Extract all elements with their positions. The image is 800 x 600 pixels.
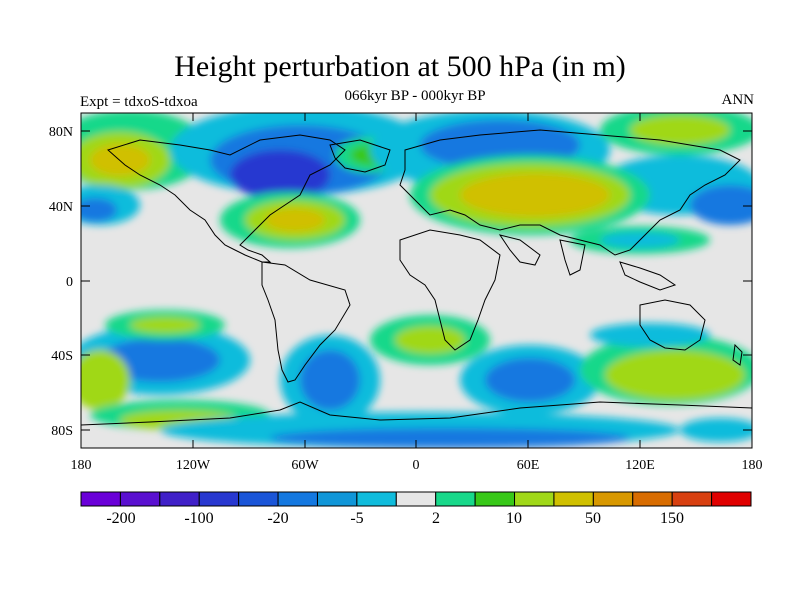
colorbar-swatch	[198, 491, 240, 507]
colorbar-label: 10	[506, 510, 522, 527]
lat-tick-label: 80S	[51, 424, 73, 439]
colorbar-swatch	[711, 491, 752, 507]
lon-tick-label: 120W	[176, 458, 211, 473]
contour-field	[81, 113, 752, 448]
lat-tick-label: 0	[66, 275, 73, 290]
colorbar-swatch	[632, 491, 673, 507]
colorbar-label: 2	[432, 510, 440, 527]
lat-axis: 80N 40N 0 40S 80S	[49, 125, 752, 439]
lon-tick-label: 180	[742, 458, 763, 473]
colorbar-swatch	[514, 491, 555, 507]
colorbar-label: 50	[585, 510, 601, 527]
plot-subtitle: 066kyr BP - 000kyr BP	[344, 88, 486, 104]
colorbar-label: 150	[660, 510, 684, 527]
coastlines	[81, 129, 752, 426]
colorbar-swatch	[474, 491, 516, 507]
colorbar	[80, 491, 752, 507]
colorbar-swatch	[316, 491, 358, 507]
colorbar-swatch	[435, 491, 476, 507]
colorbar-label: -20	[267, 510, 288, 527]
lat-tick-label: 40N	[49, 200, 73, 215]
experiment-label: Expt = tdxoS-tdxoa	[80, 94, 198, 110]
lon-axis: 180 120W 60W 0 60E 120E 180	[71, 113, 763, 473]
colorbar-swatch	[159, 491, 200, 507]
lon-tick-label: 60W	[291, 458, 319, 473]
lat-tick-label: 40S	[51, 349, 73, 364]
colorbar-label: -5	[350, 510, 363, 527]
colorbar-swatch	[671, 491, 713, 507]
colorbar-swatch	[553, 491, 594, 507]
colorbar-swatch	[80, 491, 121, 507]
plot-title: Height perturbation at 500 hPa (in m)	[174, 50, 626, 83]
season-label: ANN	[721, 92, 755, 108]
lon-tick-label: 120E	[625, 458, 655, 473]
colorbar-label: -200	[106, 510, 135, 527]
colorbar-label: -100	[184, 510, 213, 527]
colorbar-swatch	[356, 491, 397, 507]
lon-tick-label: 0	[413, 458, 420, 473]
lon-tick-label: 60E	[517, 458, 540, 473]
lon-tick-label: 180	[71, 458, 92, 473]
colorbar-swatch	[592, 491, 634, 507]
colorbar-swatch	[395, 491, 437, 507]
colorbar-swatch	[119, 491, 161, 507]
colorbar-swatch	[238, 491, 279, 507]
lat-tick-label: 80N	[49, 125, 73, 140]
colorbar-swatch	[277, 491, 318, 507]
colorbar-labels: -200 -100 -20 -5 2 10 50 150	[106, 510, 684, 527]
